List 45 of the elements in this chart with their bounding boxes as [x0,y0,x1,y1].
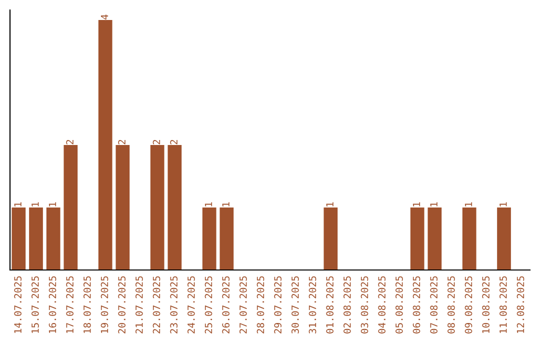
x-tick-label: 11.08.2025 [499,276,507,333]
x-tick-label: 19.07.2025 [100,276,108,333]
x-tick-label: 01.08.2025 [326,276,334,334]
x-tick-label: 21.07.2025 [135,276,143,334]
data-label: 1 [500,202,507,206]
data-label: 2 [66,140,74,144]
data-label: 2 [152,140,160,144]
x-tick-label: 30.07.2025 [291,276,299,334]
x-tick-label: 05.08.2025 [395,276,403,334]
x-tick-label: 09.08.2025 [464,276,472,334]
x-tick-label: 07.08.2025 [430,276,438,334]
x-tick-label: 26.07.2025 [222,276,230,334]
x-tick-label: 17.07.2025 [66,276,74,333]
x-tick-label: 06.08.2025 [412,276,420,334]
x-tick-label: 02.08.2025 [343,276,351,334]
x-tick-label: 12.08.2025 [516,276,524,333]
x-tick-label: 28.07.2025 [256,276,264,334]
x-tick-label: 14.07.2025 [14,276,22,333]
x-tick-label: 27.07.2025 [239,276,247,334]
data-label: 1 [32,202,39,206]
data-label: 2 [118,140,126,144]
x-tick-label: 25.07.2025 [204,276,212,334]
x-tick-label: 23.07.2025 [170,276,178,334]
x-tick-label: 03.08.2025 [360,276,368,334]
data-label: 1 [14,202,22,206]
data-label: 1 [204,202,212,206]
data-label: 1 [222,202,230,206]
data-label: 1 [412,202,420,206]
data-label: 2 [170,140,178,144]
data-label: 1 [48,202,56,206]
x-tick-label: 15.07.2025 [31,276,39,333]
x-tick-label: 24.07.2025 [187,276,195,334]
x-tick-label: 31.07.2025 [308,276,316,334]
x-tick-label: 20.07.2025 [118,276,126,334]
x-tick-label: 29.07.2025 [274,276,282,334]
x-tick-label: 04.08.2025 [378,276,386,334]
x-tick-label: 16.07.2025 [48,276,56,333]
data-label: 1 [326,202,334,206]
data-label: 1 [430,202,438,206]
x-tick-label: 22.07.2025 [152,276,160,334]
x-tick-label: 10.08.2025 [482,276,490,333]
x-tick-label: 08.08.2025 [447,276,455,334]
data-label: 1 [464,202,472,206]
data-label: 4 [100,14,108,20]
x-tick-label: 18.07.2025 [83,276,91,333]
